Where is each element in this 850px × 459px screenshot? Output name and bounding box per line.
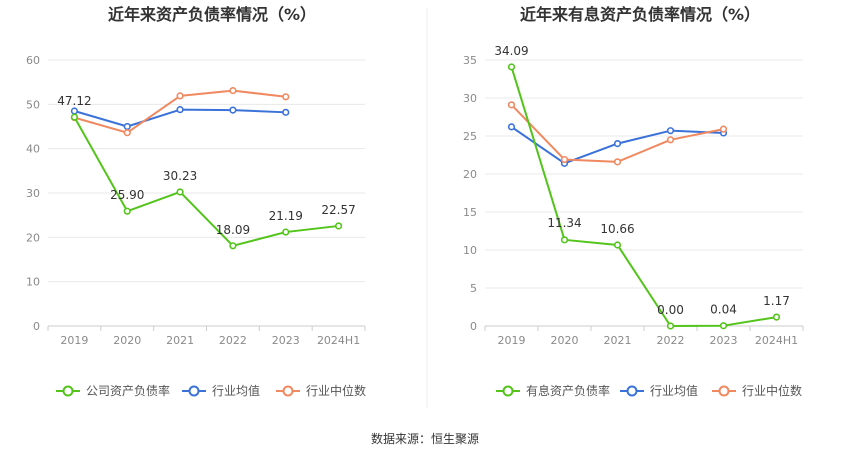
y-tick-label: 20 [26, 231, 40, 244]
data-label: 21.19 [269, 209, 303, 223]
data-label: 1.17 [763, 294, 790, 308]
x-tick-label: 2020 [113, 334, 141, 347]
series-line [73, 116, 339, 247]
x-tick-label: 2021 [604, 334, 632, 347]
x-tick-label: 2019 [60, 334, 88, 347]
x-tick-label: 2019 [498, 334, 526, 347]
legend-item[interactable]: 行业中位数 [712, 383, 802, 398]
chart-title: 近年来有息资产负债率情况（%） [520, 5, 760, 24]
data-point[interactable] [719, 322, 728, 330]
legend-label: 公司资产负债率 [86, 383, 170, 398]
data-point[interactable] [613, 158, 622, 166]
y-tick-label: 30 [26, 187, 40, 200]
data-label: 11.34 [547, 216, 581, 230]
data-point[interactable] [176, 92, 184, 100]
legend-label: 行业均值 [650, 383, 698, 398]
data-point[interactable] [666, 136, 675, 144]
legend-swatch-marker [188, 385, 200, 397]
x-tick-label: 2024H1 [755, 334, 798, 347]
data-point[interactable] [282, 108, 290, 116]
chart-title: 近年来资产负债率情况（%） [108, 5, 316, 24]
data-label: 0.04 [710, 303, 737, 317]
legend-swatch-marker [502, 385, 514, 397]
data-label: 47.12 [57, 94, 91, 108]
legend-item[interactable]: 行业均值 [620, 383, 698, 398]
data-label: 34.09 [494, 44, 528, 58]
y-tick-label: 15 [463, 206, 477, 219]
y-tick-label: 5 [470, 282, 477, 295]
legend-item[interactable]: 行业均值 [182, 383, 260, 398]
y-tick-label: 30 [463, 92, 477, 105]
data-point[interactable] [334, 222, 343, 230]
series-line [510, 66, 777, 327]
chart-interest-debt-ratio: 近年来有息资产负债率情况（%） 0 5 10 15 20 25 30 35 2019 2020 202… [463, 5, 804, 398]
x-tick-label: 2020 [551, 334, 579, 347]
legend-swatch-marker [62, 385, 74, 397]
legend-swatch-marker [718, 385, 730, 397]
x-tick-label: 2022 [657, 334, 685, 347]
x-tick-label: 2021 [166, 334, 194, 347]
x-tick-label: 2023 [272, 334, 300, 347]
legend-item[interactable]: 行业中位数 [276, 383, 366, 398]
data-point[interactable] [666, 322, 675, 330]
y-tick-label: 25 [463, 130, 477, 143]
data-point[interactable] [507, 123, 516, 131]
y-tick-label: 0 [470, 320, 477, 333]
data-point[interactable] [70, 113, 79, 121]
legend-label: 行业中位数 [742, 383, 802, 398]
data-label: 10.66 [600, 222, 634, 236]
x-tick-label: 2022 [219, 334, 247, 347]
x-tick-label: 2024H1 [317, 334, 360, 347]
legend-label: 有息资产负债率 [526, 383, 610, 398]
data-point[interactable] [507, 63, 516, 71]
data-point[interactable] [560, 236, 569, 244]
data-point[interactable] [123, 129, 131, 137]
legend-item[interactable]: 有息资产负债率 [496, 383, 610, 398]
y-tick-label: 0 [33, 320, 40, 333]
data-point[interactable] [70, 107, 79, 115]
series-line [510, 104, 724, 163]
data-point[interactable] [229, 86, 237, 95]
data-label: 18.09 [216, 223, 250, 237]
y-tick-label: 10 [463, 244, 477, 257]
data-point[interactable] [613, 140, 622, 148]
y-tick-label: 10 [26, 276, 40, 289]
legend-swatch-marker [626, 385, 638, 397]
x-tick-label: 2023 [710, 334, 738, 347]
data-label: 0.00 [657, 303, 684, 317]
data-label: 30.23 [163, 169, 197, 183]
data-point[interactable] [282, 93, 290, 101]
data-point[interactable] [229, 242, 237, 250]
legend-swatch-marker [282, 385, 294, 397]
y-tick-label: 40 [26, 143, 40, 156]
legend-label: 行业均值 [212, 383, 260, 398]
data-point[interactable] [772, 313, 781, 321]
data-label: 22.57 [321, 203, 355, 217]
data-point[interactable] [123, 207, 131, 215]
data-point[interactable] [176, 188, 184, 196]
data-point[interactable] [123, 122, 131, 131]
data-point[interactable] [176, 106, 184, 114]
legend-label: 行业中位数 [306, 383, 366, 398]
data-point[interactable] [507, 101, 516, 109]
chart-debt-ratio: 近年来资产负债率情况（%） 0 10 20 30 40 50 60 2019 2020 2021 20… [26, 5, 366, 398]
y-tick-label: 50 [26, 98, 40, 111]
y-tick-label: 35 [463, 54, 477, 67]
data-point[interactable] [560, 155, 569, 164]
data-point[interactable] [229, 106, 237, 114]
y-tick-label: 20 [463, 168, 477, 181]
data-point[interactable] [613, 241, 622, 249]
data-point[interactable] [666, 127, 675, 135]
data-point[interactable] [719, 125, 728, 133]
y-tick-label: 60 [26, 54, 40, 67]
legend-item[interactable]: 公司资产负债率 [56, 383, 170, 398]
data-point[interactable] [282, 228, 290, 236]
source-note: 数据来源：恒生聚源 [371, 431, 479, 446]
data-label: 25.90 [110, 188, 144, 202]
